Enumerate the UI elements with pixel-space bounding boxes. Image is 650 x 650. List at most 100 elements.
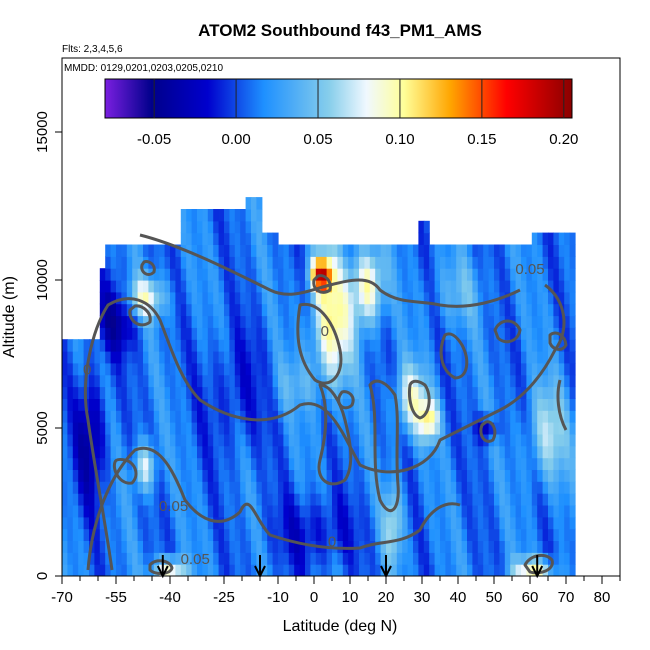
heatmap-cell <box>272 469 279 482</box>
heatmap-cell <box>218 564 225 576</box>
heatmap-cell <box>153 256 160 269</box>
heatmap-cell <box>467 291 473 305</box>
heatmap-cell <box>148 327 155 340</box>
heatmap-cell <box>407 445 414 459</box>
heatmap-cell <box>548 232 554 245</box>
heatmap-cell <box>310 386 317 399</box>
heatmap-cell <box>116 398 122 411</box>
heatmap-cell <box>202 445 209 459</box>
heatmap-cell <box>294 291 301 305</box>
heatmap-cell <box>137 481 144 494</box>
heatmap-cell <box>467 351 473 364</box>
heatmap-cell <box>234 433 241 447</box>
heatmap-cell <box>375 291 382 305</box>
heatmap-cell <box>175 433 182 447</box>
heatmap-cell <box>245 268 252 281</box>
heatmap-cell <box>132 457 139 470</box>
heatmap-cell <box>553 552 560 565</box>
heatmap-cell <box>283 445 290 459</box>
heatmap-cell <box>353 505 360 518</box>
heatmap-cell <box>537 256 544 269</box>
heatmap-cell <box>116 327 122 340</box>
heatmap-cell <box>299 244 306 257</box>
heatmap-cell <box>396 256 403 269</box>
heatmap-cell <box>337 303 344 317</box>
heatmap-cell <box>413 268 419 281</box>
heatmap-cell <box>483 398 490 411</box>
heatmap-cell <box>153 481 160 494</box>
heatmap-cell <box>278 339 284 352</box>
heatmap-cell <box>143 339 149 352</box>
heatmap-cell <box>342 315 349 328</box>
heatmap-cell <box>299 469 306 482</box>
heatmap-cell <box>434 552 441 565</box>
heatmap-cell <box>515 433 522 447</box>
heatmap-cell <box>105 433 112 447</box>
heatmap-cell <box>164 244 171 257</box>
heatmap-cell <box>445 481 452 494</box>
heatmap-cell <box>207 398 214 411</box>
heatmap-cell <box>240 516 247 530</box>
heatmap-cell <box>62 374 68 388</box>
heatmap-cell <box>67 374 74 388</box>
heatmap-cell <box>515 552 522 565</box>
heatmap-cell <box>105 303 112 317</box>
heatmap-cell <box>531 244 538 257</box>
heatmap-cell <box>450 362 457 376</box>
heatmap-cell <box>310 374 317 388</box>
heatmap-cell <box>477 398 484 411</box>
heatmap-cell <box>159 303 166 317</box>
heatmap-cell <box>251 291 257 305</box>
heatmap-cell <box>537 516 544 530</box>
chart-title: ATOM2 Southbound f43_PM1_AMS <box>198 21 482 40</box>
heatmap-cell <box>504 339 511 352</box>
heatmap-cell <box>407 339 414 352</box>
heatmap-cell <box>267 457 274 470</box>
heatmap-cell <box>332 303 338 317</box>
heatmap-cell <box>72 516 79 530</box>
heatmap-cell <box>153 540 160 553</box>
heatmap-cell <box>283 410 290 423</box>
heatmap-cell <box>137 493 144 506</box>
heatmap-cell <box>359 481 365 494</box>
heatmap-cell <box>256 220 263 234</box>
heatmap-cell <box>240 244 247 257</box>
heatmap-cell <box>526 291 533 305</box>
heatmap-cell <box>283 315 290 328</box>
heatmap-cell <box>180 374 187 388</box>
heatmap-cell <box>164 362 171 376</box>
heatmap-cell <box>78 398 85 411</box>
heatmap-cell <box>407 564 414 576</box>
heatmap-cell <box>402 528 409 541</box>
heatmap-cell <box>332 505 338 518</box>
heatmap-cell <box>456 552 463 565</box>
heatmap-cell <box>224 540 230 553</box>
heatmap-cell <box>218 516 225 530</box>
heatmap-cell <box>305 256 311 269</box>
heatmap-cell <box>353 564 360 576</box>
heatmap-cell <box>83 493 90 506</box>
heatmap-cell <box>434 469 441 482</box>
heatmap-cell <box>164 386 171 399</box>
heatmap-cell <box>148 516 155 530</box>
heatmap-cell <box>531 469 538 482</box>
heatmap-cell <box>197 220 203 234</box>
heatmap-cell <box>121 528 128 541</box>
heatmap-cell <box>305 374 311 388</box>
heatmap-cell <box>564 469 571 482</box>
heatmap-cell <box>170 374 176 388</box>
heatmap-cell <box>261 552 268 565</box>
heatmap-cell <box>207 564 214 576</box>
heatmap-cell <box>78 493 85 506</box>
heatmap-cell <box>472 552 479 565</box>
heatmap-cell <box>137 457 144 470</box>
heatmap-cell <box>256 481 263 494</box>
heatmap-cell <box>472 303 479 317</box>
heatmap-cell <box>261 540 268 553</box>
heatmap-cell <box>126 564 133 576</box>
heatmap-cell <box>186 433 193 447</box>
heatmap-cell <box>186 422 193 435</box>
heatmap-cell <box>116 291 122 305</box>
heatmap-cell <box>175 256 182 269</box>
heatmap-cell <box>526 528 533 541</box>
